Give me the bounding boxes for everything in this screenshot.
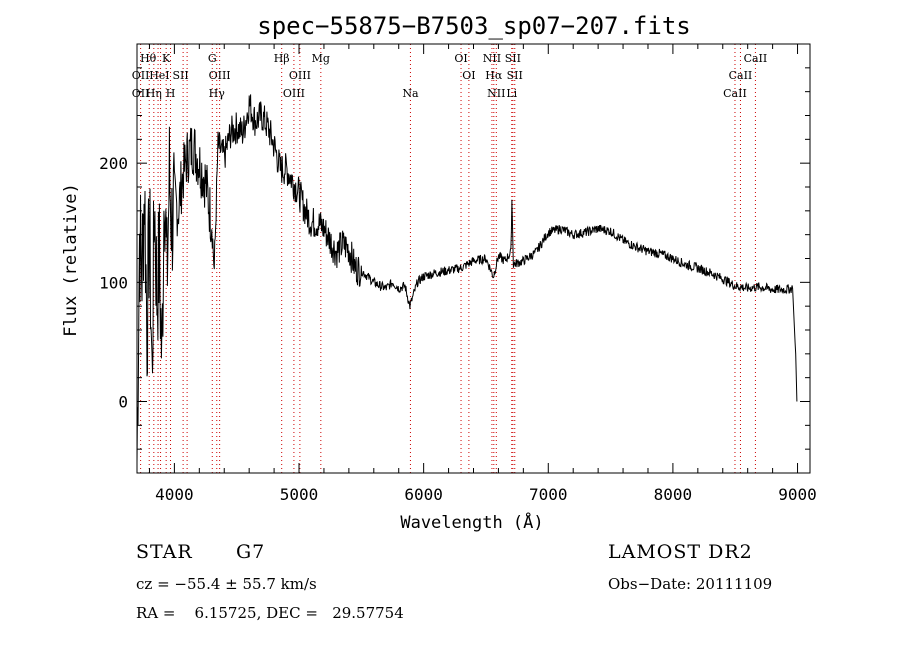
line-label: SII (505, 52, 521, 65)
x-tick-label: 5000 (280, 485, 319, 504)
x-tick-label: 6000 (404, 485, 443, 504)
object-class: STAR (136, 541, 193, 563)
line-label: OII (132, 69, 150, 82)
subclass: G7 (236, 541, 265, 563)
y-axis-label: Flux (relative) (61, 183, 81, 337)
line-label: SII (507, 69, 523, 82)
line-label: NII (487, 87, 505, 100)
x-axis: 4000 5000 6000 7000 8000 9000 (149, 44, 816, 504)
coordinates: RA = 6.15725, DEC = 29.57754 (136, 604, 404, 622)
y-axis: 0 100 200 (99, 68, 810, 449)
line-label: Li (506, 87, 517, 100)
line-label: Mg (312, 52, 330, 65)
line-label: CaII (723, 87, 747, 100)
y-tick-label: 0 (118, 393, 128, 412)
line-label: OI (454, 52, 467, 65)
line-label: G (208, 52, 217, 65)
line-label: OIII (283, 87, 305, 100)
y-tick-label: 200 (99, 154, 128, 173)
obs-date: Obs−Date: 20111109 (608, 575, 772, 593)
line-label: Hη (146, 87, 162, 100)
line-label: OIII (209, 69, 231, 82)
x-tick-label: 7000 (529, 485, 568, 504)
line-markers (141, 44, 756, 473)
x-tick-label: 9000 (778, 485, 817, 504)
chart-title: spec−55875−B7503_sp07−207.fits (257, 12, 690, 40)
x-tick-label: 8000 (654, 485, 693, 504)
spectrum-series (137, 94, 797, 462)
line-label: NII (483, 52, 501, 65)
line-label: OI (462, 69, 475, 82)
line-label: Na (402, 87, 419, 100)
line-label: HeI (149, 69, 169, 82)
redshift-cz: cz = −55.4 ± 55.7 km/s (136, 575, 317, 593)
line-label: Hγ (209, 87, 226, 100)
line-label: Hα (485, 69, 503, 82)
survey-name: LAMOST DR2 (608, 541, 753, 563)
line-label: Hβ (274, 52, 290, 65)
line-label: SII (173, 69, 189, 82)
line-label: CaII (744, 52, 768, 65)
x-tick-label: 4000 (155, 485, 194, 504)
x-axis-label: Wavelength (Å) (400, 511, 543, 533)
line-label: CaII (729, 69, 753, 82)
line-label: Hθ (140, 52, 157, 65)
line-label: OIII (289, 69, 311, 82)
y-tick-label: 100 (99, 273, 128, 292)
line-label: H (166, 87, 176, 100)
line-label: K (162, 52, 171, 65)
